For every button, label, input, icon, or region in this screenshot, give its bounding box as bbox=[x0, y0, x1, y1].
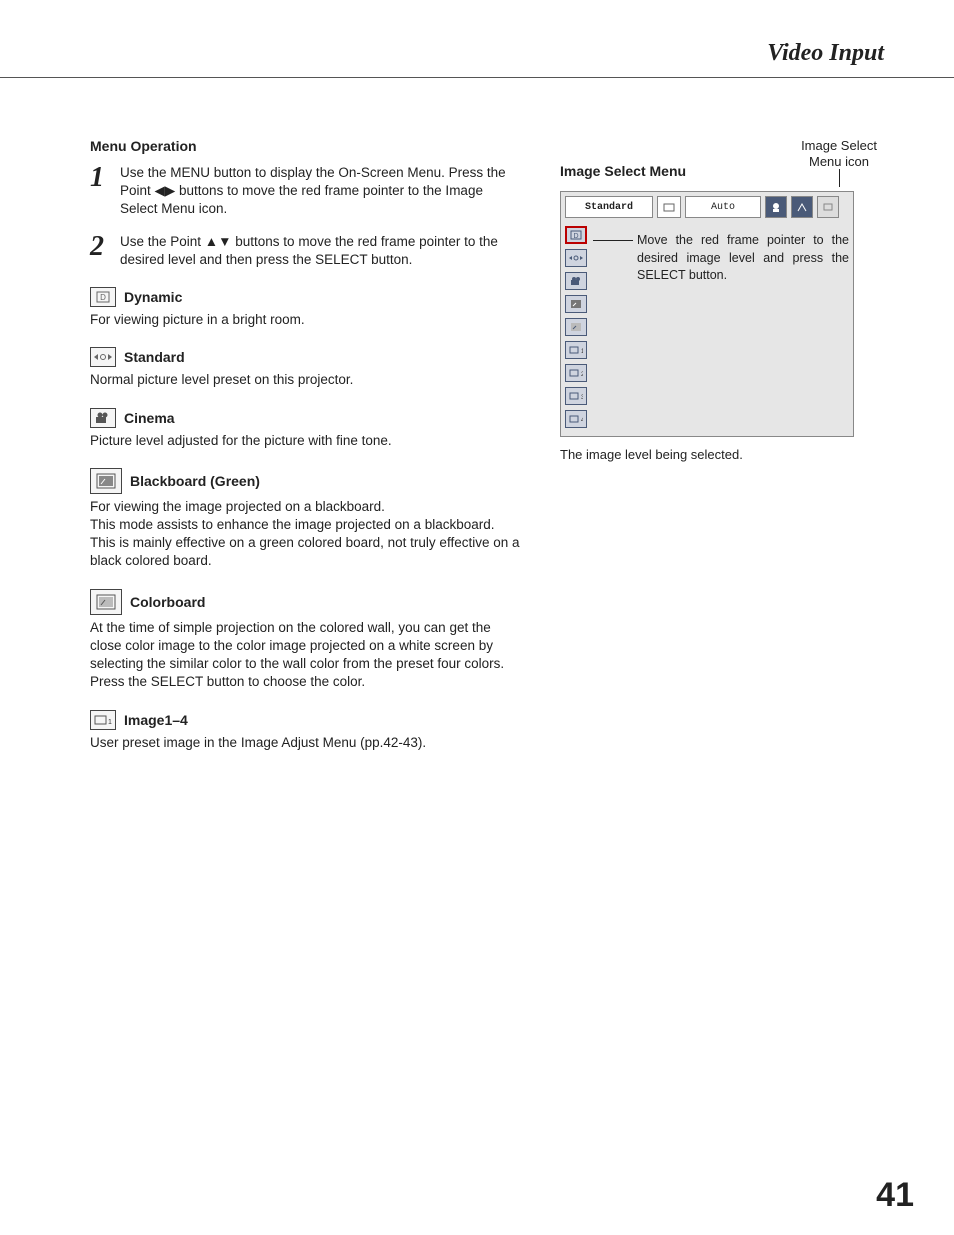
step-text: Use the MENU button to display the On-Sc… bbox=[120, 164, 520, 219]
step-text: Use the Point ▲▼ buttons to move the red… bbox=[120, 233, 520, 269]
column-right: Image Select Menu Image Select Menu icon… bbox=[560, 138, 894, 752]
mode-desc: Normal picture level preset on this proj… bbox=[90, 371, 520, 389]
mode-title: Standard bbox=[124, 349, 185, 365]
mode-desc: Picture level adjusted for the picture w… bbox=[90, 432, 520, 450]
mode-title: Colorboard bbox=[130, 594, 205, 610]
top-row: Image Select Menu Image Select Menu icon bbox=[560, 138, 894, 187]
menu-top-standard: Standard bbox=[565, 196, 653, 218]
menu-operation-heading: Menu Operation bbox=[90, 138, 520, 154]
menu-top-auto: Auto bbox=[685, 196, 761, 218]
mode-blackboard: Blackboard (Green) For viewing the image… bbox=[90, 468, 520, 571]
mode-head: Colorboard bbox=[90, 589, 520, 615]
side-icon-image1: 1 bbox=[565, 341, 587, 359]
side-icon-image2: 2 bbox=[565, 364, 587, 382]
step-2: 2 Use the Point ▲▼ buttons to move the r… bbox=[90, 233, 520, 269]
svg-text:4: 4 bbox=[581, 418, 583, 424]
callout-line bbox=[593, 240, 633, 241]
mode-colorboard: Colorboard At the time of simple project… bbox=[90, 589, 520, 692]
side-icon-dynamic: D bbox=[565, 226, 587, 244]
mode-head: Standard bbox=[90, 347, 520, 367]
menu-caption: The image level being selected. bbox=[560, 447, 894, 462]
mode-title: Dynamic bbox=[124, 289, 182, 305]
menu-top-bar: Standard Auto bbox=[561, 192, 853, 222]
mode-title: Cinema bbox=[124, 410, 175, 426]
side-callout-text: Move the red frame pointer to the desire… bbox=[633, 232, 849, 285]
svg-text:1: 1 bbox=[108, 719, 112, 726]
step-number: 1 bbox=[90, 164, 120, 192]
step-1: 1 Use the MENU button to display the On-… bbox=[90, 164, 520, 219]
page: Video Input Menu Operation 1 Use the MEN… bbox=[0, 0, 954, 1235]
mode-cinema: Cinema Picture level adjusted for the pi… bbox=[90, 408, 520, 450]
side-callout: Move the red frame pointer to the desire… bbox=[593, 226, 849, 428]
colorboard-icon bbox=[90, 589, 122, 615]
svg-text:D: D bbox=[573, 233, 578, 240]
image14-icon: 1 bbox=[90, 710, 116, 730]
image-select-menu-screenshot: Standard Auto bbox=[560, 191, 854, 437]
mode-title: Blackboard (Green) bbox=[130, 473, 260, 489]
column-left: Menu Operation 1 Use the MENU button to … bbox=[90, 138, 520, 752]
svg-text:3: 3 bbox=[581, 395, 583, 401]
header-rule bbox=[0, 77, 954, 78]
side-icon-image3: 3 bbox=[565, 387, 587, 405]
mode-dynamic: D Dynamic For viewing picture in a brigh… bbox=[90, 287, 520, 329]
dynamic-icon: D bbox=[90, 287, 116, 307]
menu-icon-callout-label: Image Select Menu icon bbox=[784, 138, 894, 169]
mode-head: Blackboard (Green) bbox=[90, 468, 520, 494]
svg-text:2: 2 bbox=[581, 372, 583, 378]
side-icon-blackboard bbox=[565, 295, 587, 313]
side-icon-cinema bbox=[565, 272, 587, 290]
menu-top-icon3 bbox=[817, 196, 839, 218]
image-select-menu-title: Image Select Menu bbox=[560, 163, 700, 179]
menu-top-icon2 bbox=[791, 196, 813, 218]
blackboard-icon bbox=[90, 468, 122, 494]
standard-icon bbox=[90, 347, 116, 367]
mode-desc: User preset image in the Image Adjust Me… bbox=[90, 734, 520, 752]
mode-desc: For viewing the image projected on a bla… bbox=[90, 498, 520, 571]
mode-image14: 1 Image1–4 User preset image in the Imag… bbox=[90, 710, 520, 752]
mode-head: D Dynamic bbox=[90, 287, 520, 307]
side-icon-image4: 4 bbox=[565, 410, 587, 428]
menu-side-icons: D 1 2 3 4 bbox=[565, 226, 587, 428]
cinema-icon bbox=[90, 408, 116, 428]
menu-top-icon bbox=[657, 196, 681, 218]
mode-head: Cinema bbox=[90, 408, 520, 428]
content-columns: Menu Operation 1 Use the MENU button to … bbox=[90, 138, 894, 752]
mode-desc: For viewing picture in a bright room. bbox=[90, 311, 520, 329]
menu-top-image-select-icon bbox=[765, 196, 787, 218]
side-icon-colorboard bbox=[565, 318, 587, 336]
side-icon-standard bbox=[565, 249, 587, 267]
mode-title: Image1–4 bbox=[124, 712, 188, 728]
svg-text:1: 1 bbox=[581, 349, 583, 355]
section-title: Video Input bbox=[90, 40, 894, 67]
page-number: 41 bbox=[876, 1176, 914, 1215]
menu-body: D 1 2 3 4 Move the red frame pointer to … bbox=[561, 222, 853, 436]
callout-pointer-line bbox=[839, 169, 840, 187]
mode-standard: Standard Normal picture level preset on … bbox=[90, 347, 520, 389]
svg-text:D: D bbox=[100, 293, 106, 302]
mode-head: 1 Image1–4 bbox=[90, 710, 520, 730]
mode-desc: At the time of simple projection on the … bbox=[90, 619, 520, 692]
step-number: 2 bbox=[90, 233, 120, 261]
